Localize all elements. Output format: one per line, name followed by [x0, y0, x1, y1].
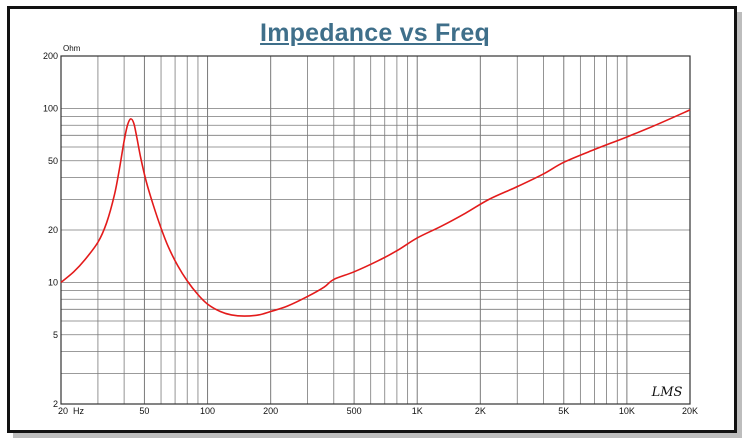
frame-shadow-right — [737, 12, 742, 436]
x-tick-label: 5K — [558, 406, 569, 416]
x-tick-label: 1K — [412, 406, 423, 416]
frame-shadow-bottom — [13, 433, 742, 438]
plot-border — [60, 55, 691, 405]
y-tick-label: 20 — [48, 225, 58, 235]
y-tick-label: 100 — [43, 103, 58, 113]
x-tick-label: 500 — [347, 406, 362, 416]
impedance-curve — [60, 109, 691, 317]
y-tick-label: 5 — [53, 330, 58, 340]
y-tick-label: 50 — [48, 156, 58, 166]
chart-title: Impedance vs Freq — [260, 19, 490, 47]
x-tick-label: 20K — [682, 406, 698, 416]
x-tick-label: 20 Hz — [58, 406, 85, 416]
y-tick-label: 2 — [53, 399, 58, 409]
y-tick-label: 200 — [43, 51, 58, 61]
x-tick-label: 50 — [139, 406, 149, 416]
x-tick-label: 200 — [263, 406, 278, 416]
x-tick-label: 100 — [200, 406, 215, 416]
y-axis-unit-label: Ohm — [63, 44, 81, 53]
x-tick-label: 10K — [619, 406, 635, 416]
lms-signature: LMS — [651, 385, 683, 400]
y-tick-label: 10 — [48, 277, 58, 287]
x-tick-label: 2K — [475, 406, 486, 416]
